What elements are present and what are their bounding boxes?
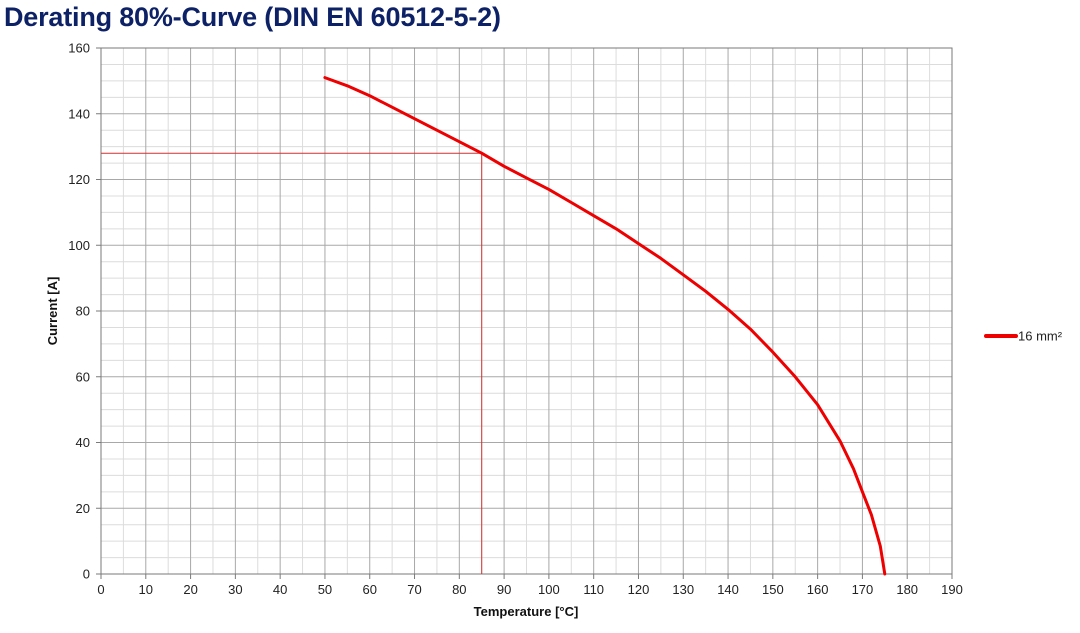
x-tick-label: 60 [363, 582, 377, 597]
x-tick-label: 80 [452, 582, 466, 597]
x-tick-label: 110 [583, 582, 604, 597]
series-layer [323, 76, 887, 576]
legend-label: 16 mm² [1018, 329, 1063, 344]
y-tick-label: 120 [68, 172, 90, 187]
x-tick-label: 100 [538, 582, 560, 597]
reference-lines [101, 152, 483, 574]
x-tick-label: 10 [139, 582, 153, 597]
x-tick-label: 40 [273, 582, 287, 597]
x-tick-label: 50 [318, 582, 332, 597]
major-gridlines [101, 48, 952, 574]
x-axis-tick-labels: 0 10 20 30 40 50 60 70 80 90 100 110 120 130 140 150 160… [97, 574, 963, 597]
series-line [323, 76, 887, 576]
y-tick-label: 80 [76, 304, 90, 319]
x-tick-label: 190 [941, 582, 963, 597]
y-tick-label: 20 [76, 501, 90, 516]
x-tick-label: 20 [183, 582, 197, 597]
y-tick-label: 100 [68, 238, 90, 253]
x-tick-label: 90 [497, 582, 511, 597]
x-axis-title: Temperature [°C] [474, 604, 579, 619]
x-tick-label: 150 [762, 582, 784, 597]
y-tick-label: 140 [68, 106, 90, 121]
x-tick-label: 160 [807, 582, 829, 597]
chart-title: Derating 80%-Curve (DIN EN 60512-5-2) [4, 2, 501, 32]
y-tick-label: 0 [83, 567, 90, 582]
y-tick-label: 160 [68, 41, 90, 56]
y-tick-label: 40 [76, 435, 90, 450]
x-tick-label: 70 [407, 582, 421, 597]
x-tick-label: 140 [717, 582, 739, 597]
x-tick-label: 0 [97, 582, 104, 597]
y-tick-label: 60 [76, 369, 90, 384]
y-axis-tick-labels: 0 20 40 60 80 100 120 140 160 [68, 41, 101, 582]
x-tick-label: 180 [896, 582, 918, 597]
x-tick-label: 120 [628, 582, 650, 597]
x-tick-label: 30 [228, 582, 242, 597]
y-axis-title: Current [A] [45, 277, 60, 346]
x-tick-label: 130 [672, 582, 694, 597]
x-tick-label: 170 [852, 582, 874, 597]
legend: 16 mm² [984, 329, 1063, 344]
